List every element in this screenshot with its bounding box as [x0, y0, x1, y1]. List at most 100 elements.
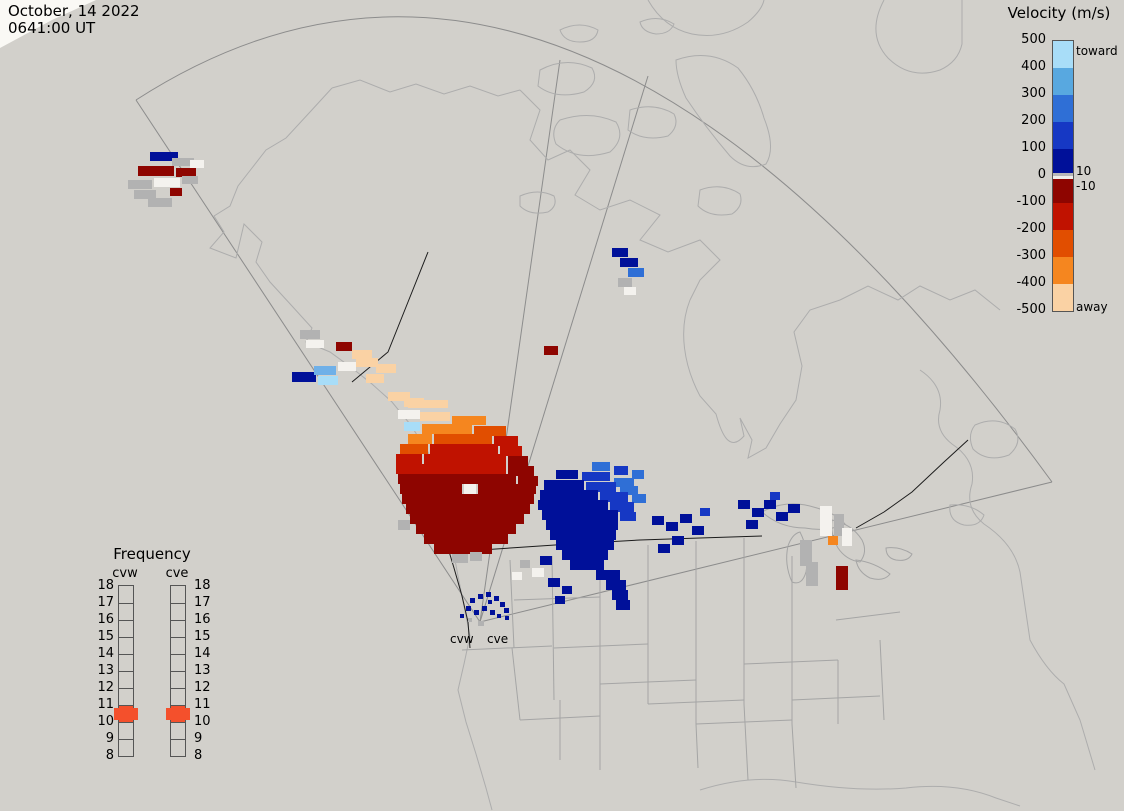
velocity-cell [406, 504, 530, 514]
velocity-cell [632, 494, 646, 503]
velocity-cell [408, 400, 448, 408]
velocity-cell [148, 198, 172, 207]
frequency-cell [171, 688, 185, 705]
velocity-cell [134, 190, 156, 199]
velocity-cell [610, 502, 634, 512]
velocity-cell [600, 492, 628, 502]
velocity-cell [624, 287, 636, 295]
velocity-cell [464, 484, 476, 494]
velocity-cell [466, 606, 471, 611]
arctic-islands [519, 18, 771, 216]
velocity-tick-label: -100 [1016, 194, 1046, 209]
frequency-cell [119, 586, 133, 603]
velocity-tick-label: -500 [1016, 302, 1046, 317]
projection-corner-wedge [0, 0, 96, 48]
velocity-cell [388, 392, 410, 401]
velocity-tick-label: -400 [1016, 275, 1046, 290]
velocity-cell [470, 598, 475, 603]
velocity-cell [570, 560, 604, 570]
velocity-cell [752, 508, 764, 517]
frequency-legend: Frequency cvw 18 17 16 15 14 13 12 11 10 9 8 cve 18 17… [90, 545, 220, 785]
frequency-tick-label: 8 [105, 748, 114, 763]
velocity-cell [170, 188, 182, 196]
velocity-cell [820, 506, 832, 536]
velocity-cell [420, 412, 450, 421]
frequency-cell [119, 739, 133, 756]
velocity-cell [628, 268, 644, 277]
velocity-cell [596, 570, 620, 580]
colorbar-segment [1053, 41, 1073, 68]
velocity-cell [508, 456, 528, 466]
velocity-cell [612, 590, 628, 600]
colorbar-segment [1053, 149, 1073, 173]
velocity-cell [398, 474, 516, 484]
frequency-tick-label: 15 [97, 629, 114, 644]
velocity-cell [422, 424, 472, 434]
velocity-cell [738, 500, 750, 509]
velocity-legend-title: Velocity (m/s) [1007, 4, 1111, 22]
velocity-tick-label: 400 [1021, 59, 1046, 74]
frequency-tick-label: 12 [194, 680, 211, 695]
frequency-highlight-cell [166, 705, 190, 722]
frequency-tick-label: 15 [194, 629, 211, 644]
velocity-cell [620, 512, 636, 521]
velocity-cell [776, 512, 788, 521]
frequency-cell [171, 637, 185, 654]
velocity-colorbar [1052, 40, 1074, 312]
velocity-cell [376, 364, 396, 373]
velocity-cell [582, 472, 610, 481]
frequency-cell [171, 620, 185, 637]
velocity-cell [836, 566, 848, 590]
colorbar-segment [1053, 203, 1073, 230]
velocity-cell [556, 540, 614, 550]
velocity-cell [396, 464, 506, 474]
velocity-cell [478, 484, 536, 494]
frequency-tick-label: 14 [97, 646, 114, 661]
colorbar-segment [1053, 257, 1073, 284]
velocity-tick-label: 100 [1021, 140, 1046, 155]
velocity-cell [556, 470, 578, 479]
velocity-cell [490, 610, 495, 615]
velocity-cell [666, 522, 678, 531]
velocity-cell [478, 621, 484, 626]
velocity-cell [404, 422, 420, 431]
velocity-cell [190, 160, 204, 168]
velocity-cell [746, 520, 758, 529]
velocity-cell [586, 482, 616, 492]
velocity-cell [555, 596, 565, 604]
velocity-cell [788, 504, 800, 513]
frequency-cell [171, 586, 185, 603]
frequency-tick-label: 9 [194, 731, 203, 746]
colorbar-segment [1053, 176, 1073, 179]
frequency-tick-label: 10 [194, 714, 211, 729]
frequency-cell [119, 654, 133, 671]
velocity-cell [424, 534, 508, 544]
velocity-tick-label: -10 [1076, 179, 1096, 193]
velocity-cell [396, 454, 422, 464]
frequency-bar [166, 585, 190, 757]
velocity-cell [532, 568, 544, 577]
velocity-cell [672, 536, 684, 545]
velocity-cell [680, 514, 692, 523]
velocity-cell [172, 158, 194, 166]
velocity-cell [154, 178, 180, 187]
velocity-cell [620, 258, 638, 267]
frequency-bar [114, 585, 138, 757]
velocity-tick-label: 200 [1021, 113, 1046, 128]
velocity-cell [544, 480, 584, 490]
frequency-tick-label: 13 [97, 663, 114, 678]
colorbar-segment [1053, 179, 1073, 203]
colorbar-segment [1053, 122, 1073, 149]
velocity-cell [314, 366, 336, 375]
velocity-cell [504, 608, 509, 613]
velocity-cell [700, 508, 710, 516]
velocity-tick-label: -200 [1016, 221, 1046, 236]
velocity-cell [356, 358, 378, 367]
frequency-tick-label: 17 [97, 595, 114, 610]
velocity-cell [470, 552, 482, 561]
velocity-legend: Velocity (m/s) 500 400 300 200 100 0 -100 -200 -… [1000, 4, 1122, 334]
velocity-cell [497, 614, 501, 618]
velocity-cell [548, 578, 560, 587]
velocity-cell [658, 544, 670, 553]
